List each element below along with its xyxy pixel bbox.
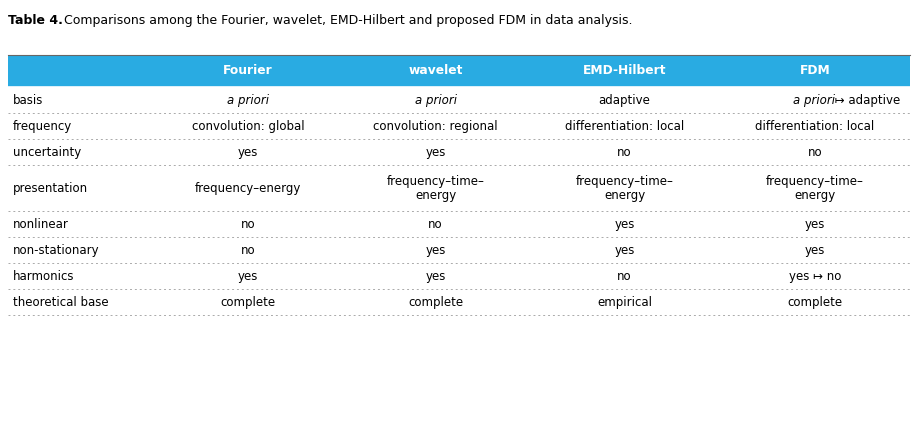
Text: no: no xyxy=(241,243,255,256)
Text: yes ↦ no: yes ↦ no xyxy=(789,269,841,283)
Text: EMD-Hilbert: EMD-Hilbert xyxy=(583,65,666,78)
Text: yes: yes xyxy=(425,146,446,159)
Text: Comparisons among the Fourier, wavelet, EMD-Hilbert and proposed FDM in data ana: Comparisons among the Fourier, wavelet, … xyxy=(60,14,632,27)
Text: yes: yes xyxy=(238,269,258,283)
Text: wavelet: wavelet xyxy=(408,65,463,78)
Text: energy: energy xyxy=(414,188,456,201)
Text: yes: yes xyxy=(425,243,446,256)
Text: empirical: empirical xyxy=(597,296,652,309)
Text: theoretical base: theoretical base xyxy=(13,296,108,309)
Text: differentiation: local: differentiation: local xyxy=(755,119,875,133)
Text: a priori: a priori xyxy=(414,93,457,106)
Text: non-stationary: non-stationary xyxy=(13,243,99,256)
Text: no: no xyxy=(428,218,443,231)
Text: convolution: global: convolution: global xyxy=(192,119,304,133)
Text: complete: complete xyxy=(408,296,463,309)
Text: yes: yes xyxy=(238,146,258,159)
Text: adaptive: adaptive xyxy=(598,93,651,106)
Text: yes: yes xyxy=(614,218,635,231)
Text: no: no xyxy=(808,146,823,159)
Bar xyxy=(8,55,910,87)
Text: complete: complete xyxy=(221,296,276,309)
Text: no: no xyxy=(241,218,255,231)
Text: ↦ adaptive: ↦ adaptive xyxy=(831,93,900,106)
Text: uncertainty: uncertainty xyxy=(13,146,81,159)
Text: differentiation: local: differentiation: local xyxy=(565,119,684,133)
Text: convolution: regional: convolution: regional xyxy=(373,119,498,133)
Text: basis: basis xyxy=(13,93,43,106)
Text: no: no xyxy=(618,269,632,283)
Text: frequency–time–: frequency–time– xyxy=(766,174,864,187)
Text: energy: energy xyxy=(794,188,835,201)
Text: complete: complete xyxy=(788,296,843,309)
Text: yes: yes xyxy=(805,218,825,231)
Text: frequency: frequency xyxy=(13,119,73,133)
Text: frequency–time–: frequency–time– xyxy=(387,174,484,187)
Text: yes: yes xyxy=(425,269,446,283)
Text: a priori: a priori xyxy=(227,93,269,106)
Text: a priori: a priori xyxy=(793,93,834,106)
Text: Fourier: Fourier xyxy=(223,65,273,78)
Text: energy: energy xyxy=(604,188,645,201)
Text: presentation: presentation xyxy=(13,181,88,194)
Text: harmonics: harmonics xyxy=(13,269,74,283)
Text: Table 4.: Table 4. xyxy=(8,14,62,27)
Text: frequency–energy: frequency–energy xyxy=(195,181,301,194)
Text: yes: yes xyxy=(805,243,825,256)
Text: no: no xyxy=(618,146,632,159)
Text: frequency–time–: frequency–time– xyxy=(575,174,674,187)
Text: yes: yes xyxy=(614,243,635,256)
Text: FDM: FDM xyxy=(800,65,830,78)
Text: nonlinear: nonlinear xyxy=(13,218,69,231)
